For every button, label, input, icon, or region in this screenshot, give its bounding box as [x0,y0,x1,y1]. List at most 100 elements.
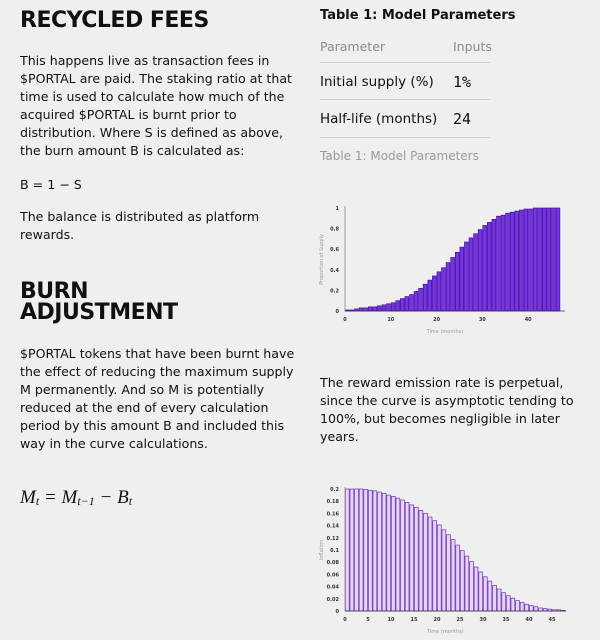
bar [473,566,479,612]
bar [437,524,442,612]
table-divider [320,99,490,100]
bar [377,305,382,312]
bar [368,489,373,612]
bar [372,490,378,612]
bar [367,306,373,312]
bar [409,504,414,612]
formula-sub: t [128,494,133,508]
x-tick-label: 45 [549,617,556,623]
bar [546,207,552,312]
bar [487,222,492,312]
formula-part: M [20,487,36,508]
x-tick-label: 40 [525,317,532,323]
y-tick-label: 0.16 [327,511,340,517]
bar [473,233,478,312]
bar [381,304,387,312]
bar [354,488,359,612]
bar [377,491,382,612]
bar [445,262,451,312]
x-tick-label: 15 [411,617,418,623]
formula-part: B [117,487,129,508]
bar [541,207,547,312]
y-tick-label: 0.2 [330,487,339,493]
formula-part: M [61,487,78,508]
bar [418,509,424,612]
y-tick-label: 0.18 [327,499,340,505]
bar [432,520,437,612]
bar [532,207,538,312]
bar [464,241,469,312]
table-cell-value: 24 [453,110,472,128]
bar [529,605,534,612]
x-tick-label: 20 [433,317,440,323]
x-tick-label: 0 [343,617,347,623]
bar [500,214,506,312]
bar [349,488,355,612]
bar [345,488,350,612]
x-axis-label: Time (months) [426,629,464,635]
y-tick-label: 0.12 [327,536,340,542]
balance-paragraph: The balance is distributed as platform r… [20,209,260,242]
table-title: Table 1: Model Parameters [320,8,516,23]
x-tick-label: 30 [480,617,487,623]
bar [460,550,465,612]
bar [523,208,529,312]
y-tick-label: 0.1 [330,548,339,554]
bar [496,215,501,312]
bar [441,267,446,312]
x-tick-label: 10 [387,317,394,323]
y-tick-label: 0 [336,309,340,315]
y-tick-label: 0.6 [330,247,339,253]
heading-line: ADJUSTMENT [20,300,178,325]
bar [413,291,419,312]
y-tick-label: 0.4 [330,268,339,274]
bar [538,607,543,612]
bar [524,603,529,612]
table-cell-param: Initial supply (%) [320,74,434,90]
bar [427,516,433,612]
bar [492,585,497,612]
x-tick-label: 35 [503,617,510,623]
bar [491,218,497,312]
recycled-fees-paragraph: This happens live as transaction fees in… [20,53,292,158]
table-caption: Table 1: Model Parameters [320,149,479,163]
table-divider [320,62,490,63]
bar [409,294,414,312]
bar [464,555,470,612]
bar [427,279,432,312]
bar [414,506,419,612]
bar [487,580,493,612]
bar [441,529,447,612]
table-cell-param: Half-life (months) [320,111,438,127]
bar [510,597,516,612]
bar [358,307,364,312]
bar [455,544,460,612]
bar [468,237,474,312]
y-tick-label: 0.04 [327,585,340,591]
bar [381,492,387,612]
bar [496,588,502,612]
table-header-inputs: Inputs [453,39,492,54]
bar [422,283,428,312]
y-tick-label: 0.02 [327,597,340,603]
bar [363,307,368,312]
bar [391,495,396,612]
heading-burn-adjustment: BURN ADJUSTMENT [20,281,178,325]
formula-part: − [94,487,118,508]
heading-recycled-fees: RECYCLED FEES [20,8,209,33]
bar [537,207,542,312]
bar [386,494,391,612]
bar [450,257,455,312]
bar [483,576,488,612]
x-tick-label: 5 [366,617,370,623]
x-tick-label: 40 [526,617,533,623]
y-tick-label: 0.2 [330,288,339,294]
burn-adjustment-paragraph: $PORTAL tokens that have been burnt have… [20,346,295,451]
bar [454,251,460,312]
y-tick-label: 0.14 [327,524,340,530]
formula-part: = [39,487,62,508]
y-tick-label: 0.8 [330,227,339,233]
formula-sub: t [35,494,40,508]
bar [395,300,400,312]
bar [501,592,506,612]
